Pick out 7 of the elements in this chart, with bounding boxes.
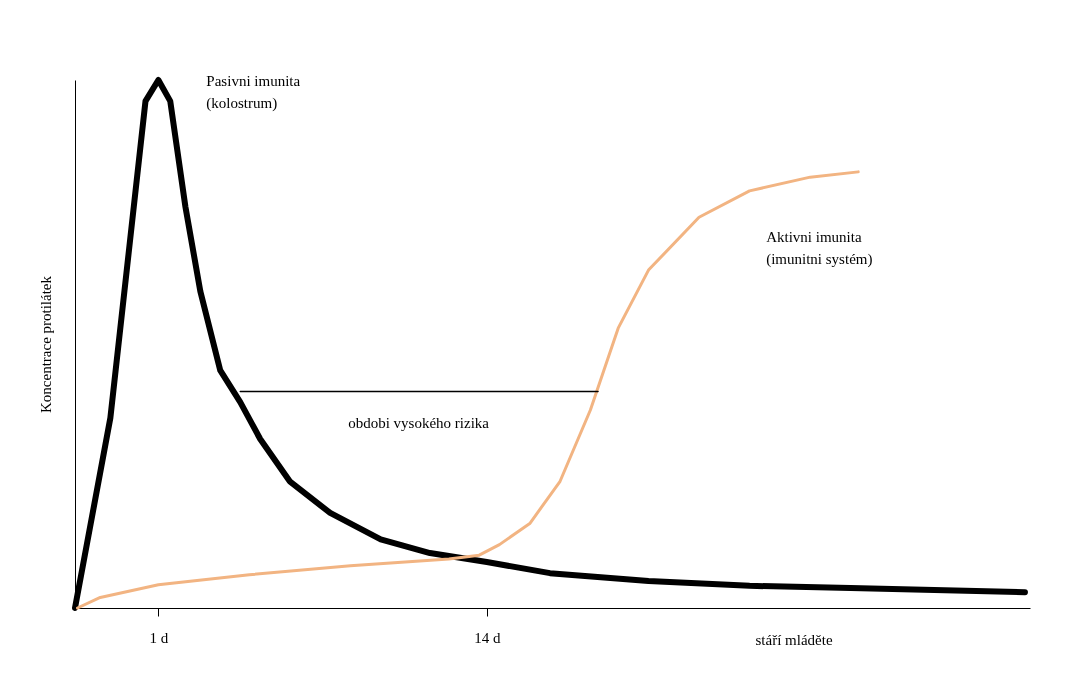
x-axis-title: stáří mláděte [755, 631, 833, 648]
text: Pasivni imunita (kolostrum) [206, 73, 301, 112]
x-tick-label: 14 d [474, 629, 501, 646]
y-axis-title: Koncentrace protilátek [37, 275, 54, 414]
text: Aktivni imunita (imunitni systém) [766, 228, 873, 268]
annotation: obdobi vysokého rizika [348, 414, 490, 431]
x-tick-label: 1 d [149, 629, 169, 646]
